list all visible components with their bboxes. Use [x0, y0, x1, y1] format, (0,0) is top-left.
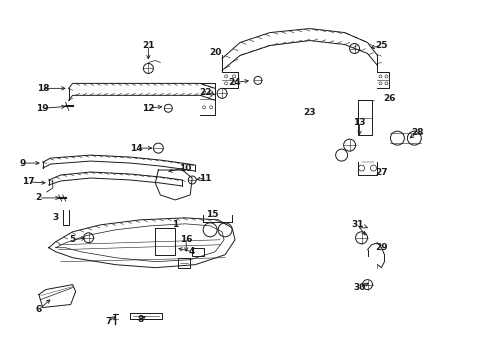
Text: 13: 13: [353, 118, 365, 127]
Text: 26: 26: [383, 94, 395, 103]
Text: 4: 4: [189, 247, 195, 256]
Text: 19: 19: [37, 104, 49, 113]
Text: 16: 16: [180, 235, 192, 244]
Text: 2: 2: [36, 193, 42, 202]
Text: 17: 17: [22, 177, 35, 186]
Text: 5: 5: [69, 235, 76, 244]
Text: 22: 22: [199, 88, 211, 97]
Bar: [192, 248, 203, 256]
Text: 8: 8: [137, 315, 143, 324]
Text: 18: 18: [37, 84, 49, 93]
Text: 23: 23: [303, 108, 315, 117]
Text: 12: 12: [142, 104, 154, 113]
Text: 7: 7: [105, 317, 111, 326]
Text: 11: 11: [199, 174, 211, 183]
Text: 9: 9: [20, 158, 26, 167]
Text: 29: 29: [374, 243, 387, 252]
Text: 15: 15: [205, 210, 218, 219]
Text: 31: 31: [350, 220, 363, 229]
Text: 21: 21: [142, 41, 154, 50]
Text: 6: 6: [36, 305, 42, 314]
Text: 3: 3: [53, 213, 59, 222]
Bar: [178, 258, 190, 268]
Text: 28: 28: [410, 128, 423, 137]
Text: 20: 20: [208, 48, 221, 57]
Text: 10: 10: [179, 163, 191, 172]
Text: 30: 30: [353, 283, 365, 292]
Text: 25: 25: [374, 41, 387, 50]
Text: 1: 1: [172, 220, 178, 229]
Text: 27: 27: [374, 167, 387, 176]
Text: 14: 14: [130, 144, 142, 153]
Text: 24: 24: [228, 78, 241, 87]
